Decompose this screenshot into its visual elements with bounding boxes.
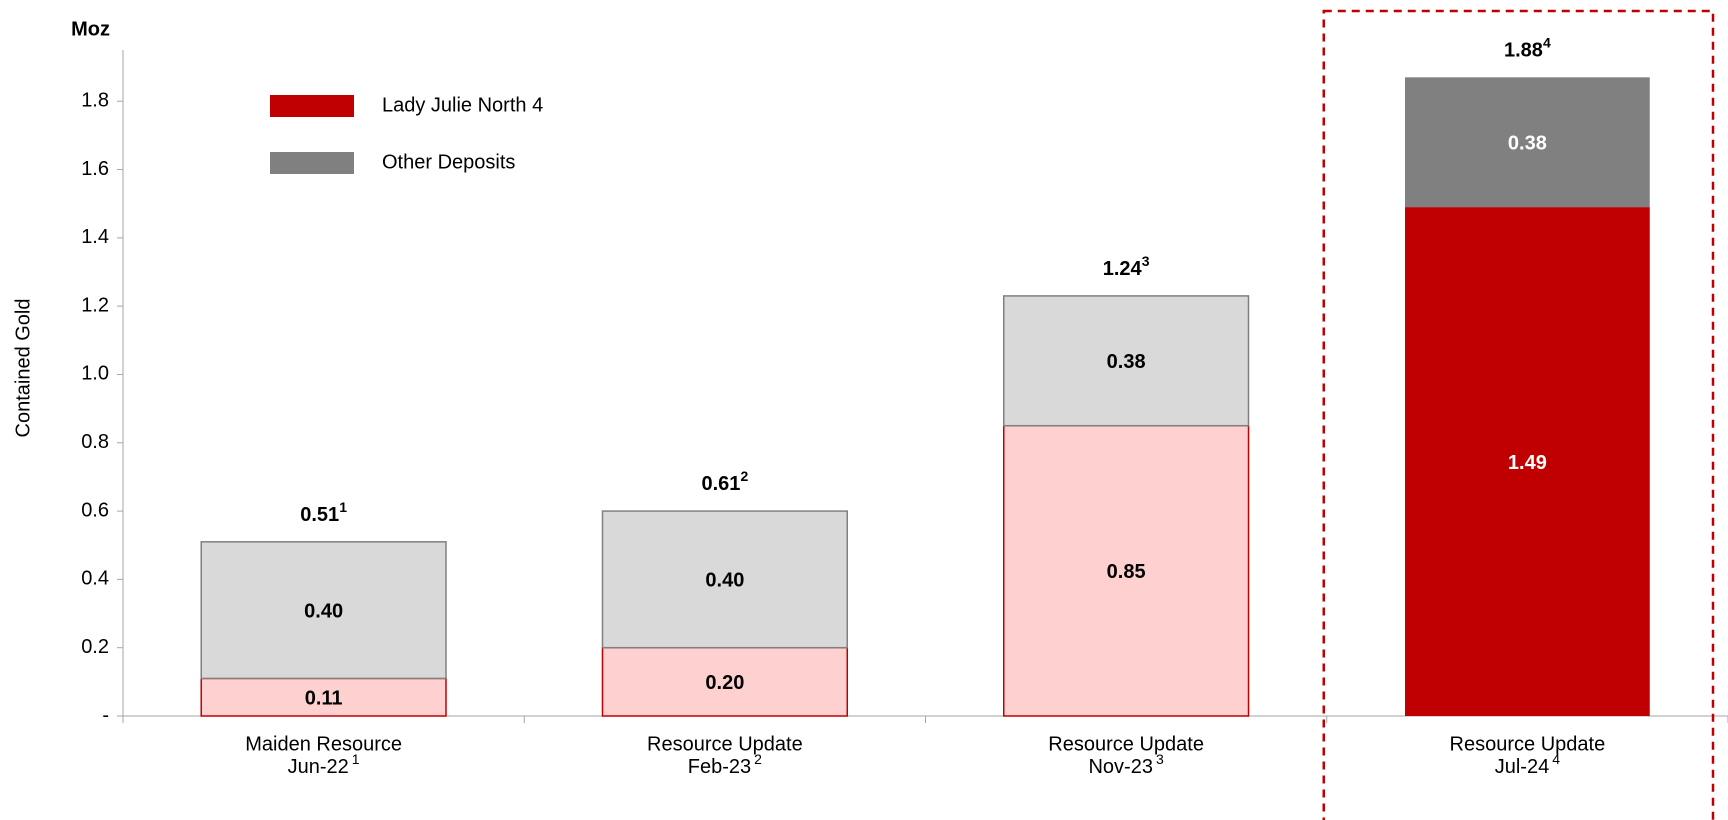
y-tick-label: 0.6 xyxy=(81,499,109,521)
x-tick-label-line: Jul-24 xyxy=(1495,756,1549,778)
y-tick-label: 1.2 xyxy=(81,294,109,316)
total-label: 0.511 xyxy=(300,499,347,527)
bar-segment xyxy=(601,646,849,717)
x-footnote: 4 xyxy=(1552,751,1560,767)
bar-segment xyxy=(200,541,447,680)
total-footnote: 2 xyxy=(740,468,748,484)
x-footnote: 3 xyxy=(1156,751,1164,767)
bar-segment xyxy=(1002,424,1250,717)
total-value: 1.88 xyxy=(1504,40,1543,62)
x-tick-label: Nov-23 3 xyxy=(1088,751,1163,779)
legend-label: Lady Julie North 4 xyxy=(382,94,543,116)
total-label: 1.884 xyxy=(1504,34,1551,62)
value-label: 1.49 xyxy=(1508,452,1547,474)
total-value: 0.51 xyxy=(300,504,339,526)
bar-segment xyxy=(200,677,447,717)
legend-swatch xyxy=(270,152,354,174)
legend-label: Other Deposits xyxy=(382,151,515,173)
y-tick-label: 1.8 xyxy=(81,90,109,112)
y-tick-label: 1.4 xyxy=(81,226,109,248)
x-tick-label: Resource Update xyxy=(1048,733,1204,755)
total-value: 1.24 xyxy=(1103,258,1143,280)
x-tick-label: Feb-23 2 xyxy=(688,751,762,779)
unit-label: Moz xyxy=(71,18,110,40)
value-label: 0.40 xyxy=(304,600,343,622)
total-footnote: 4 xyxy=(1543,34,1551,50)
y-tick-label: - xyxy=(102,704,109,726)
x-footnote: 2 xyxy=(754,751,762,767)
y-tick-label: 0.2 xyxy=(81,636,109,658)
total-label: 0.612 xyxy=(702,468,749,496)
x-tick-label: Maiden Resource xyxy=(245,733,402,755)
total-label: 1.243 xyxy=(1103,253,1150,281)
y-tick-label: 0.4 xyxy=(81,568,109,590)
total-footnote: 3 xyxy=(1142,253,1150,269)
value-label: 0.20 xyxy=(705,672,744,694)
y-tick-label: 1.0 xyxy=(81,363,109,385)
highlight-box xyxy=(1322,9,1715,820)
x-tick-label-line: Feb-23 xyxy=(688,756,751,778)
total-footnote: 1 xyxy=(339,499,347,515)
legend-swatch xyxy=(270,95,354,117)
x-footnote: 1 xyxy=(352,751,360,767)
y-tick-label: 0.8 xyxy=(81,431,109,453)
x-tick-label: Jul-24 4 xyxy=(1495,751,1560,779)
value-label: 0.85 xyxy=(1107,561,1146,583)
bar-segment xyxy=(601,510,849,649)
total-value: 0.61 xyxy=(702,473,741,495)
bar-segment xyxy=(1404,77,1650,208)
value-label: 0.40 xyxy=(705,570,744,592)
x-tick-label-line: Nov-23 xyxy=(1088,756,1152,778)
bar-segment xyxy=(1404,207,1650,716)
y-tick-label: 1.6 xyxy=(81,158,109,180)
bar-segment xyxy=(1002,295,1250,427)
value-label: 0.38 xyxy=(1508,132,1547,154)
value-label: 0.38 xyxy=(1107,351,1146,373)
x-tick-label: Jun-22 1 xyxy=(288,751,360,779)
x-tick-label-line: Jun-22 xyxy=(288,756,349,778)
y-axis-title: Contained Gold xyxy=(12,299,34,438)
x-tick-label: Resource Update xyxy=(647,733,803,755)
value-label: 0.11 xyxy=(305,687,343,709)
x-tick-label: Resource Update xyxy=(1450,733,1606,755)
